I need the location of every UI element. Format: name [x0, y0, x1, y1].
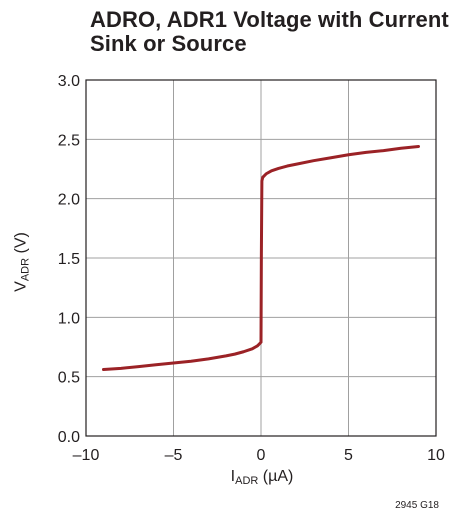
y-tick-label: 1.0: [58, 310, 80, 327]
x-tick-label: –10: [73, 447, 100, 464]
plot-frame: [85, 79, 437, 437]
x-axis-label-unit: (µA): [258, 468, 294, 485]
x-tick-label: –5: [165, 447, 183, 464]
y-tick-label: 3.0: [58, 73, 80, 90]
y-tick-label: 2.0: [58, 192, 80, 209]
x-axis-label-subscript: ADR: [235, 475, 259, 487]
voltage-current-curve: [102, 144, 420, 372]
y-tick-label: 2.5: [58, 132, 80, 149]
figure-note: 2945 G18: [395, 500, 439, 511]
chart-title-line-1: ADRO, ADR1 Voltage with Current: [90, 7, 449, 32]
y-tick-label: 1.5: [58, 251, 80, 268]
y-axis-label-subscript: ADR: [19, 257, 32, 282]
y-tick-label: 0.5: [58, 370, 80, 387]
tick-labels: –10 –5 0 5 10 0.0 0.5 1.0 1.5 2.0 2.5 3.0: [58, 73, 445, 464]
x-tick-label: 10: [427, 447, 445, 464]
y-tick-label: 0.0: [58, 429, 80, 446]
x-tick-label: 5: [344, 447, 353, 464]
x-axis-label-main: I: [230, 468, 236, 485]
x-axis-label: IADR (µA): [231, 468, 294, 487]
chart-title: ADRO, ADR1 Voltage with Current Sink or …: [90, 8, 450, 56]
chart-title-line-2: Sink or Source: [90, 31, 247, 56]
y-axis-label-main: V: [12, 281, 30, 292]
y-axis-label-unit: (V): [12, 232, 30, 258]
x-tick-label: 0: [257, 447, 266, 464]
y-axis-label: VADR (V): [13, 232, 32, 292]
